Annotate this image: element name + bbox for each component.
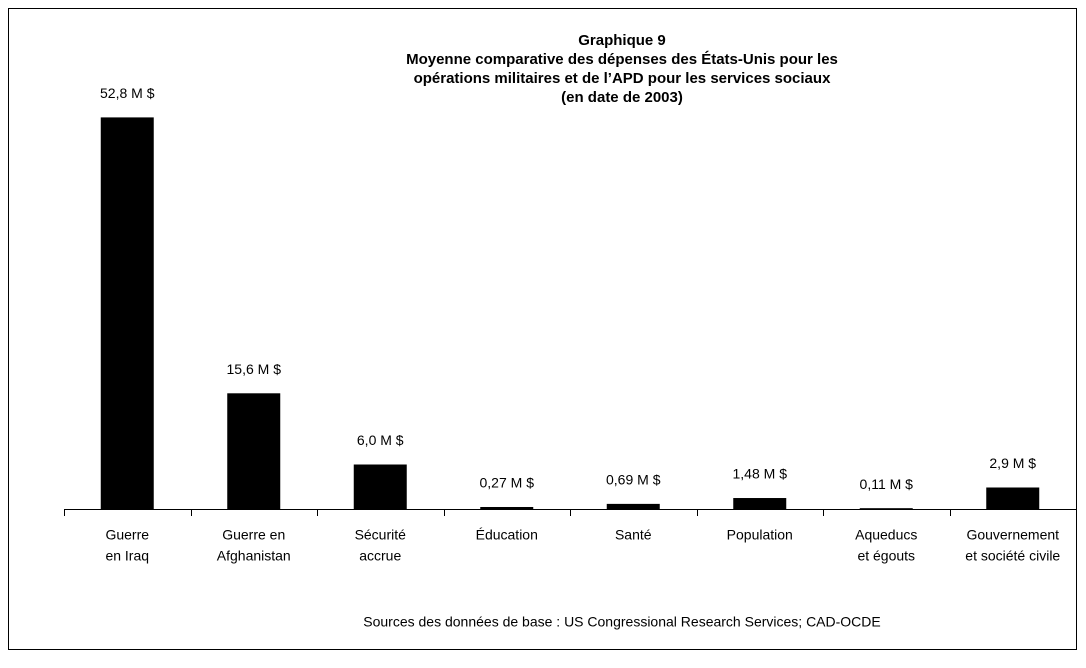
chart-title: (en date de 2003) — [561, 89, 683, 106]
bar — [100, 117, 154, 510]
x-tick-label: Guerre — [105, 527, 149, 543]
x-tick-label: Sécurité — [355, 527, 407, 543]
x-tick-label: Éducation — [476, 527, 538, 543]
x-tick-label: accrue — [359, 548, 401, 564]
value-label: 52,8 M $ — [100, 85, 155, 101]
bar — [227, 393, 281, 509]
bar — [606, 503, 660, 509]
x-tick-label: Afghanistan — [217, 548, 291, 564]
source-note: Sources des données de base : US Congres… — [363, 614, 880, 630]
x-tick-label: Guerre en — [222, 527, 285, 543]
value-label: 1,48 M $ — [733, 466, 788, 482]
value-label: 0,27 M $ — [480, 475, 535, 491]
chart-title: Graphique 9 — [578, 32, 666, 49]
x-tick-label: Aqueducs — [855, 527, 917, 543]
x-tick-label: et égouts — [857, 548, 915, 564]
bar — [353, 464, 407, 509]
x-tick-label: Gouvernement — [966, 527, 1059, 543]
value-label: 6,0 M $ — [357, 432, 404, 448]
x-tick-label: Santé — [615, 527, 652, 543]
bar — [733, 498, 787, 509]
bar — [859, 508, 913, 509]
bar — [986, 487, 1040, 509]
bar — [480, 506, 534, 509]
chart-title: opérations militaires et de l’APD pour l… — [414, 70, 831, 87]
value-label: 0,11 M $ — [860, 476, 914, 492]
value-label: 15,6 M $ — [227, 361, 282, 377]
x-tick-label: et société civile — [965, 548, 1060, 564]
chart-frame — [8, 8, 1077, 650]
value-label: 0,69 M $ — [606, 472, 661, 488]
value-label: 2,9 M $ — [989, 455, 1036, 471]
x-tick-label: en Iraq — [105, 548, 149, 564]
chart-title: Moyenne comparative des dépenses des Éta… — [406, 51, 838, 68]
x-tick-label: Population — [727, 527, 793, 543]
